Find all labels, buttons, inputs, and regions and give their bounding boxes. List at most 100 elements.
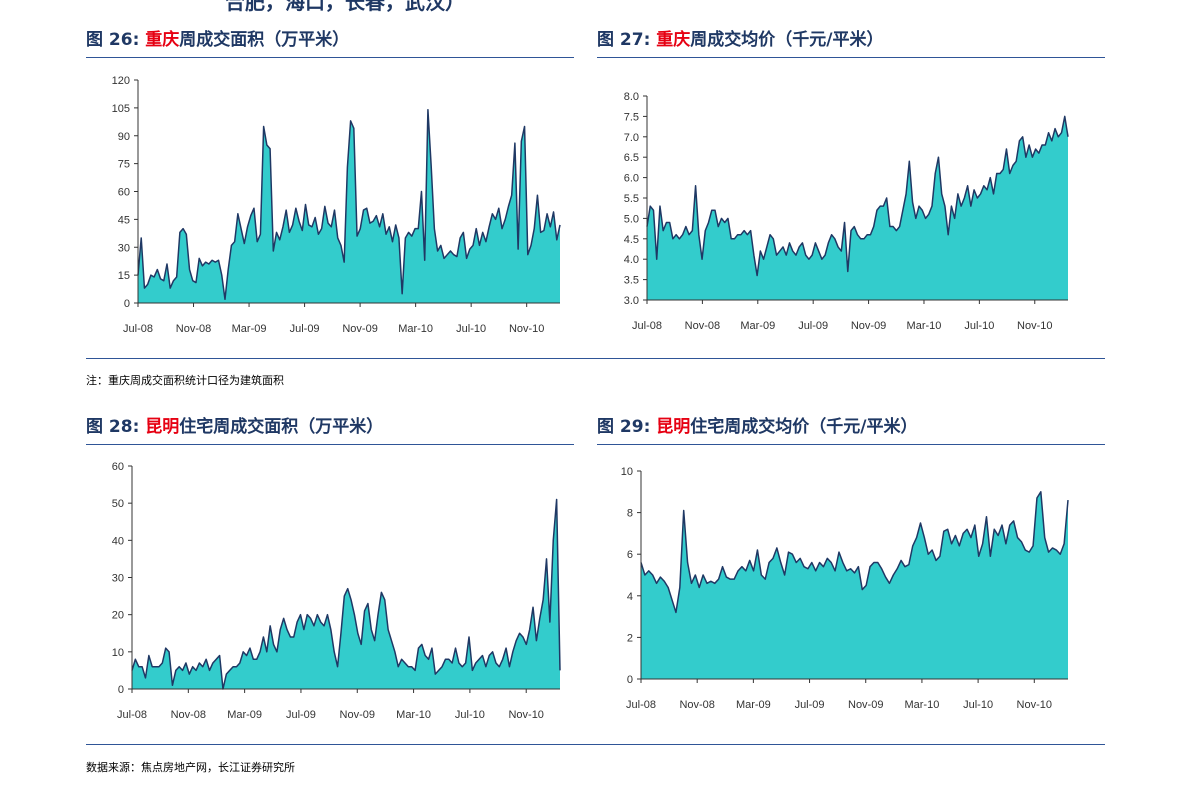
x-tick-label: Mar-10 [396,709,431,721]
figure-label: 图 26: [86,30,140,50]
y-tick-label: 90 [118,131,130,143]
y-tick-label: 4.0 [624,254,639,266]
x-tick-label: Jul-10 [963,699,993,711]
kunming-area-chart: 0 10 20 30 40 50 60 Jul-08 Nov-08 Mar-09 Jul-09 Nov… [112,461,561,721]
x-tick-label: Jul-09 [290,323,320,335]
x-tick-label: Jul-09 [798,320,828,332]
chongqing-area-chart: 0 15 30 45 60 75 90 105 120 Jul-08 Nov-08 Mar-09 Jul… [112,75,561,335]
x-tick-label: Nov-09 [851,320,886,332]
figure-title-rest: 住宅周成交面积（万平米） [179,417,384,437]
series-line [131,498,561,690]
y-tick-label: 5.0 [624,213,639,225]
y-tick-label: 0 [118,684,124,696]
x-tick-label: Jul-08 [117,709,147,721]
y-tick-label: 8 [627,508,633,520]
x-tick-label: Jul-10 [964,320,994,332]
y-tick-label: 10 [112,647,124,659]
x-tick-label: Mar-09 [227,709,262,721]
kunming-price-chart: 0 2 4 6 8 10 Jul-08 Nov-08 Mar-09 Jul-09 Nov-09 Mar… [621,466,1069,711]
x-tick-label: Jul-09 [795,699,825,711]
y-tick-label: 75 [118,159,130,171]
source-note: 数据来源：焦点房地产网，长江证券研究所 [86,761,295,774]
figure-city: 昆明 [145,417,180,437]
y-tick-label: 6 [627,549,633,561]
figure-title-rest: 周成交面积（万平米） [179,30,350,50]
series-area [641,491,1068,679]
y-tick-label: 15 [118,270,130,282]
x-tick-label: Jul-08 [632,320,662,332]
figure-city: 重庆 [656,30,691,50]
figure-label: 图 27: [597,30,651,50]
x-tick-label: Nov-09 [340,709,375,721]
figure-29-title: 图 29: 昆明住宅周成交均价（千元/平米） [597,412,918,437]
series-area [138,109,560,303]
y-tick-label: 6.5 [624,152,639,164]
chongqing-price-chart: 3.0 3.5 4.0 4.5 5.0 5.5 6.0 6.5 7.0 7.5 8.0 Jul-08 N… [624,91,1069,332]
x-tick-label: Nov-09 [342,323,377,335]
series-line [646,115,1069,277]
y-tick-label: 30 [112,573,124,585]
figure-city: 重庆 [145,30,180,50]
x-tick-label: Mar-10 [398,323,433,335]
figure-27-title: 图 27: 重庆周成交均价（千元/平米） [597,25,884,50]
y-tick-label: 0 [124,298,130,310]
y-tick-label: 60 [118,187,130,199]
y-tick-label: 6.0 [624,173,639,185]
series-area [647,116,1068,301]
x-tick-label: Mar-09 [736,699,771,711]
x-tick-label: Nov-08 [679,699,714,711]
y-tick-label: 10 [621,466,633,478]
y-tick-label: 105 [112,103,130,115]
chart-note: 注：重庆周成交面积统计口径为建筑面积 [86,374,284,387]
y-tick-label: 7.0 [624,132,639,144]
y-tick-label: 5.5 [624,193,639,205]
y-tick-label: 3.5 [624,275,639,287]
x-tick-label: Mar-10 [907,320,942,332]
figure-26-title: 图 26: 重庆周成交面积（万平米） [86,25,349,50]
y-tick-label: 30 [118,242,130,254]
x-tick-label: Nov-08 [176,323,211,335]
y-tick-label: 45 [118,214,130,226]
title-rule [86,57,574,58]
y-tick-label: 120 [112,75,130,87]
section-rule [86,358,1105,359]
y-tick-label: 0 [627,674,633,686]
x-tick-label: Mar-09 [740,320,775,332]
x-tick-label: Jul-08 [626,699,656,711]
x-tick-label: Mar-10 [904,699,939,711]
figure-city: 昆明 [656,417,691,437]
x-tick-label: Nov-08 [685,320,720,332]
figure-label: 图 29: [597,417,651,437]
y-tick-label: 60 [112,461,124,473]
section-rule [86,744,1105,745]
figure-title-rest: 周成交均价（千元/平米） [690,30,884,50]
y-tick-label: 7.5 [624,111,639,123]
title-rule [86,444,574,445]
y-tick-label: 4 [627,591,633,603]
y-tick-label: 8.0 [624,91,639,103]
y-tick-label: 4.5 [624,234,639,246]
series-area [132,499,560,689]
y-tick-label: 2 [627,632,633,644]
x-tick-label: Jul-09 [286,709,316,721]
x-tick-label: Jul-08 [123,323,153,335]
y-tick-label: 20 [112,610,124,622]
x-tick-label: Nov-10 [1017,320,1052,332]
x-tick-label: Nov-10 [508,709,543,721]
x-tick-label: Nov-10 [1017,699,1052,711]
series-line [640,491,1069,614]
x-tick-label: Nov-08 [171,709,206,721]
title-rule [597,57,1105,58]
figure-28-title: 图 28: 昆明住宅周成交面积（万平米） [86,412,383,437]
figure-title-rest: 住宅周成交均价（千元/平米） [690,417,918,437]
y-tick-label: 3.0 [624,295,639,307]
x-tick-label: Jul-10 [456,323,486,335]
title-rule [597,444,1105,445]
y-tick-label: 50 [112,498,124,510]
y-tick-label: 40 [112,535,124,547]
figure-label: 图 28: [86,417,140,437]
x-tick-label: Nov-09 [848,699,883,711]
series-line [137,108,561,301]
x-tick-label: Jul-10 [455,709,485,721]
x-tick-label: Mar-09 [232,323,267,335]
